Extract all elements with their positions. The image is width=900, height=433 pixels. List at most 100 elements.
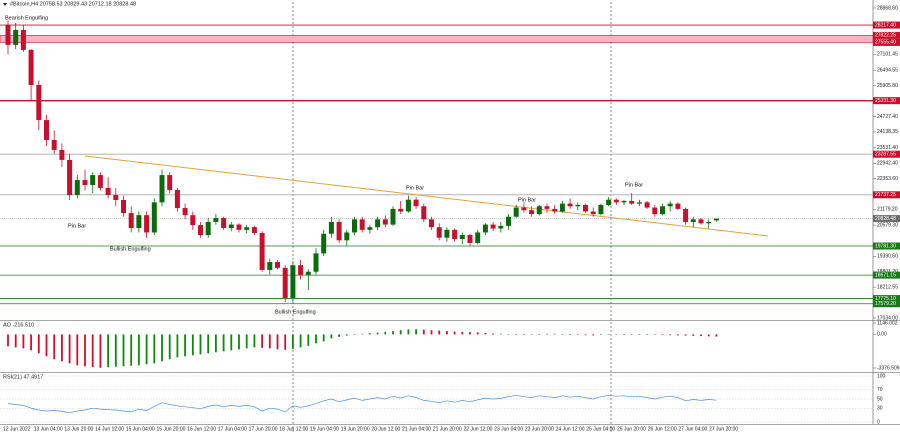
x-tick-label: 26 Jun 12:00: [648, 426, 677, 432]
level-label: 17775.10: [875, 296, 896, 302]
ao-bar: [692, 334, 695, 336]
y-tick-label: 24727.40: [877, 114, 898, 120]
ao-tick-label: 0.00: [877, 332, 887, 338]
candle-body: [121, 199, 126, 214]
annotation: Bearish Engulfing: [5, 15, 48, 21]
close: 20828.48: [113, 2, 136, 8]
candle-body: [606, 199, 612, 205]
ao-bar: [677, 334, 679, 336]
candle-body: [405, 199, 411, 212]
ao-bar: [492, 333, 494, 335]
ao-bar: [446, 331, 448, 335]
candle-body: [675, 203, 681, 209]
candle-body: [683, 208, 689, 222]
candle-body: [151, 202, 157, 233]
ao-bar: [499, 333, 502, 335]
ao-bar: [661, 334, 664, 335]
level-box: [873, 300, 900, 308]
ao-bar: [353, 334, 356, 335]
candle-body: [629, 201, 635, 204]
ao-bar: [592, 334, 595, 336]
ao-bar: [168, 334, 171, 360]
level-box: [873, 295, 900, 303]
candle-body: [74, 180, 80, 195]
candle-body: [259, 232, 265, 270]
candle-body: [598, 204, 604, 215]
low: 20712.18: [89, 2, 112, 8]
annotation: Pin Bar: [518, 197, 536, 203]
candle-body: [113, 194, 119, 200]
candle-body: [190, 215, 196, 226]
ao-bar: [76, 334, 79, 366]
ao-bar: [646, 334, 648, 335]
ao-bar: [138, 334, 140, 366]
ao-bar: [376, 332, 379, 335]
ao-bar: [361, 333, 364, 335]
annotation: Pin Bar: [406, 185, 424, 191]
level-box: [873, 242, 900, 250]
candle-body: [105, 187, 111, 195]
ao-bar: [61, 334, 63, 362]
candle-body: [621, 201, 627, 203]
ao-bar: [37, 334, 40, 354]
annotation: Pin Bar: [68, 223, 86, 229]
level-label: 28217.40: [875, 22, 896, 28]
level-box: [873, 97, 900, 105]
menu-icon[interactable]: [3, 3, 7, 6]
ao-bar: [145, 334, 148, 365]
ao-bar: [638, 334, 641, 335]
candle-body: [559, 203, 565, 212]
level-label: 19781.30: [875, 243, 896, 249]
ao-bar: [261, 334, 263, 348]
x-tick-label: 16 Jun 12:00: [187, 426, 216, 432]
y-tick-label: 19390.60: [877, 254, 898, 260]
candle-body: [583, 204, 588, 212]
x-tick-label: 25 Jun 20:00: [617, 426, 646, 432]
high: 20829.43: [64, 2, 87, 8]
x-tick-label: 27 Jun 20:00: [709, 426, 738, 432]
candle-body: [436, 227, 442, 238]
y-tick-label: 22353.60: [877, 176, 898, 182]
ao-tick-label: 1146.002: [877, 320, 898, 326]
x-tick-label: 25 Jun 04:00: [586, 426, 615, 432]
candle-body: [167, 175, 173, 191]
candle-body: [652, 207, 658, 215]
x-tick-label: 24 Jun 12:00: [556, 426, 585, 432]
ao-bar: [184, 334, 186, 357]
candle-body: [390, 208, 396, 225]
x-tick-label: 19 Jun 04:00: [310, 426, 339, 432]
ao-panel: 1146.002 0.00 -3376.509: [7, 320, 900, 371]
candle-body: [20, 29, 26, 50]
candle-body: [5, 24, 11, 45]
ao-bar: [615, 334, 618, 335]
chart-header: #Bitcoin,H4 20758.53 20829.43 20712.18 2…: [10, 2, 136, 8]
ao-bar: [653, 334, 656, 335]
symbol: #Bitcoin,H4: [10, 2, 38, 8]
x-tick-label: 27 Jun 04:00: [678, 426, 707, 432]
ao-bar: [476, 332, 479, 335]
candle-body: [198, 225, 203, 236]
level-box: [873, 31, 900, 39]
x-tick-label: 21 Jun 04:00: [402, 426, 431, 432]
level-box: [873, 38, 900, 46]
ao-bar: [607, 334, 610, 335]
candle-body: [498, 225, 504, 229]
annotation: Bullish Engulfing: [110, 246, 151, 252]
candle-body: [421, 206, 427, 220]
ao-bar: [199, 334, 202, 355]
level-label: 25331.30: [875, 98, 896, 104]
x-tick-label: 20 Jun 12:00: [371, 426, 400, 432]
y-tick-label: 20579.30: [877, 222, 898, 228]
ao-bar: [523, 334, 525, 335]
ao-bar: [715, 334, 718, 337]
ao-bar: [207, 334, 210, 354]
ao-bar: [415, 329, 417, 335]
y-tick-label: 21179.20: [877, 207, 898, 213]
ao-bar: [299, 334, 302, 348]
x-tick-label: 12 Jun 2022: [3, 426, 31, 432]
ao-bar: [422, 329, 425, 335]
candle-body: [475, 232, 481, 243]
trend-line: [84, 155, 769, 237]
